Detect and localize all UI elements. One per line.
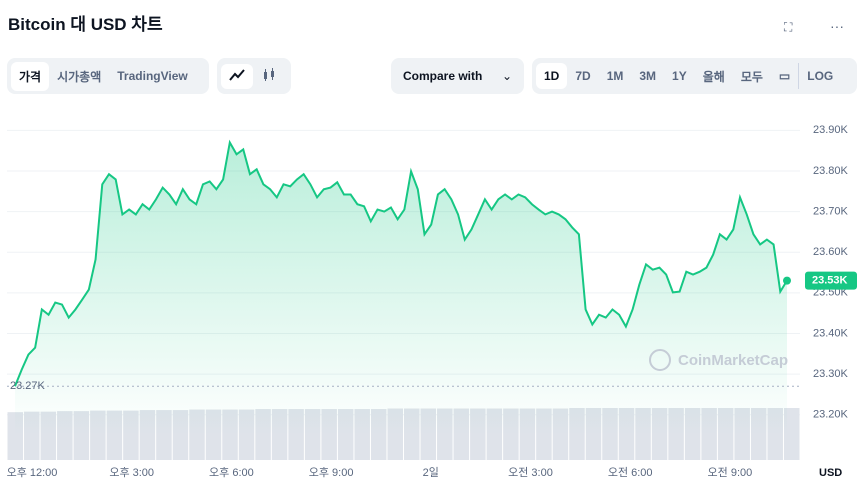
volume-bar bbox=[304, 409, 321, 460]
y-tick-label: 23.40K bbox=[813, 327, 849, 339]
current-label: 23.53K bbox=[812, 275, 848, 287]
volume-bar bbox=[701, 408, 717, 460]
volume-bar bbox=[668, 408, 684, 460]
y-tick-label: 23.50K bbox=[813, 287, 849, 299]
range[interactable]: 모두 bbox=[740, 69, 763, 84]
current-dot bbox=[783, 276, 791, 285]
volume-bar bbox=[569, 408, 585, 460]
watermark-logo bbox=[649, 349, 671, 371]
range[interactable]: 3M bbox=[639, 69, 657, 83]
area-fill bbox=[15, 142, 787, 435]
x-tick-label: 오전 3:00 bbox=[508, 466, 553, 479]
volume-bar bbox=[486, 408, 503, 460]
volume-bar bbox=[57, 411, 73, 460]
range[interactable]: 1D bbox=[536, 63, 568, 89]
volume-bar bbox=[519, 408, 536, 460]
candle-icon[interactable] bbox=[253, 64, 285, 89]
x-tick-label: 오후 12:00 bbox=[7, 466, 58, 479]
low-label: 23.27K bbox=[10, 380, 46, 392]
fullscreen-icon[interactable]: ⛶ bbox=[784, 20, 793, 34]
current-badge bbox=[805, 271, 857, 290]
more-icon[interactable]: ··· bbox=[830, 18, 844, 34]
volume-bar bbox=[255, 409, 271, 460]
volume-bar bbox=[337, 409, 354, 460]
volume-bar bbox=[734, 408, 750, 460]
tab[interactable]: TradingView bbox=[117, 69, 188, 83]
compare-dropdown[interactable]: Compare with ⌄ bbox=[391, 58, 524, 94]
volume-bar bbox=[189, 409, 205, 460]
y-tick-label: 23.60K bbox=[813, 246, 849, 258]
x-tick-label: 오후 9:00 bbox=[309, 466, 354, 479]
volume-bar bbox=[172, 410, 189, 460]
chevron: ⌄ bbox=[501, 69, 512, 83]
volume-bar bbox=[783, 408, 800, 460]
x-tick-label: 오후 6:00 bbox=[209, 466, 254, 479]
volume-bar bbox=[651, 408, 668, 460]
tab[interactable]: 시가총액 bbox=[57, 69, 102, 84]
volume-bar bbox=[288, 409, 304, 460]
volume-bar bbox=[767, 408, 783, 460]
volume-bar bbox=[503, 408, 519, 460]
calendar-icon[interactable]: ▭ bbox=[778, 69, 791, 83]
currency-label: USD bbox=[819, 467, 842, 479]
volume-bar bbox=[750, 408, 767, 460]
volume-bar bbox=[271, 409, 288, 460]
volume-bar bbox=[536, 408, 552, 460]
range[interactable]: 1Y bbox=[672, 69, 687, 83]
volume-bar bbox=[470, 408, 486, 460]
tab[interactable]: 가격 bbox=[11, 61, 50, 91]
volume-bar bbox=[238, 409, 255, 460]
x-tick-label: 오전 6:00 bbox=[608, 466, 653, 479]
volume-bar bbox=[123, 410, 139, 460]
volume-bar bbox=[156, 410, 172, 460]
volume-bar bbox=[404, 408, 420, 460]
compare-label: Compare with bbox=[403, 69, 483, 83]
range[interactable]: 1M bbox=[606, 69, 624, 83]
tab-group: 가격 시가총액 TradingView bbox=[7, 58, 209, 94]
chart-type-group bbox=[217, 58, 291, 94]
volume-bar bbox=[205, 409, 222, 460]
volume-bar bbox=[90, 410, 106, 460]
volume-bar bbox=[370, 409, 387, 460]
range[interactable]: 올해 bbox=[702, 69, 725, 84]
volume-bar bbox=[684, 408, 701, 460]
volume-bar bbox=[73, 411, 90, 460]
volume-bar bbox=[635, 408, 651, 460]
volume-bar bbox=[222, 409, 238, 460]
volume-bar bbox=[420, 408, 437, 460]
volume-bar bbox=[602, 408, 618, 460]
volume-bar bbox=[139, 410, 156, 460]
volume-bar bbox=[585, 408, 602, 460]
volume-bar bbox=[40, 411, 57, 460]
y-tick-label: 23.80K bbox=[813, 165, 849, 177]
x-tick-label: 오전 9:00 bbox=[708, 466, 753, 479]
range[interactable]: 7D bbox=[575, 69, 591, 83]
volume-bar bbox=[552, 408, 569, 460]
volume-bar bbox=[453, 408, 470, 460]
volume-bar bbox=[618, 408, 635, 460]
price-line bbox=[14, 139, 788, 387]
log-toggle[interactable]: LOG bbox=[798, 63, 841, 89]
line-icon[interactable] bbox=[221, 63, 253, 89]
x-tick-label: 오후 3:00 bbox=[109, 466, 154, 479]
y-tick-label: 23.20K bbox=[813, 409, 849, 421]
y-tick-label: 23.70K bbox=[813, 205, 849, 217]
y-tick-label: 23.30K bbox=[813, 368, 849, 380]
range-group: 1D 7D 1M 3M 1Y 올해 모두 ▭ LOG bbox=[532, 58, 857, 94]
watermark: CoinMarketCap bbox=[678, 352, 788, 369]
volume-bar bbox=[354, 409, 370, 460]
volume-bar bbox=[7, 412, 24, 460]
y-tick-label: 23.90K bbox=[813, 124, 849, 136]
volume-bar bbox=[321, 409, 337, 460]
x-tick-label: 2일 bbox=[423, 465, 439, 479]
volume-bar bbox=[106, 410, 123, 460]
volume-bar bbox=[24, 411, 40, 460]
chart-title: Bitcoin 대 USD 차트 bbox=[8, 15, 163, 34]
volume-bar bbox=[437, 408, 453, 460]
volume-bar bbox=[387, 408, 403, 460]
volume-bar bbox=[717, 408, 734, 460]
